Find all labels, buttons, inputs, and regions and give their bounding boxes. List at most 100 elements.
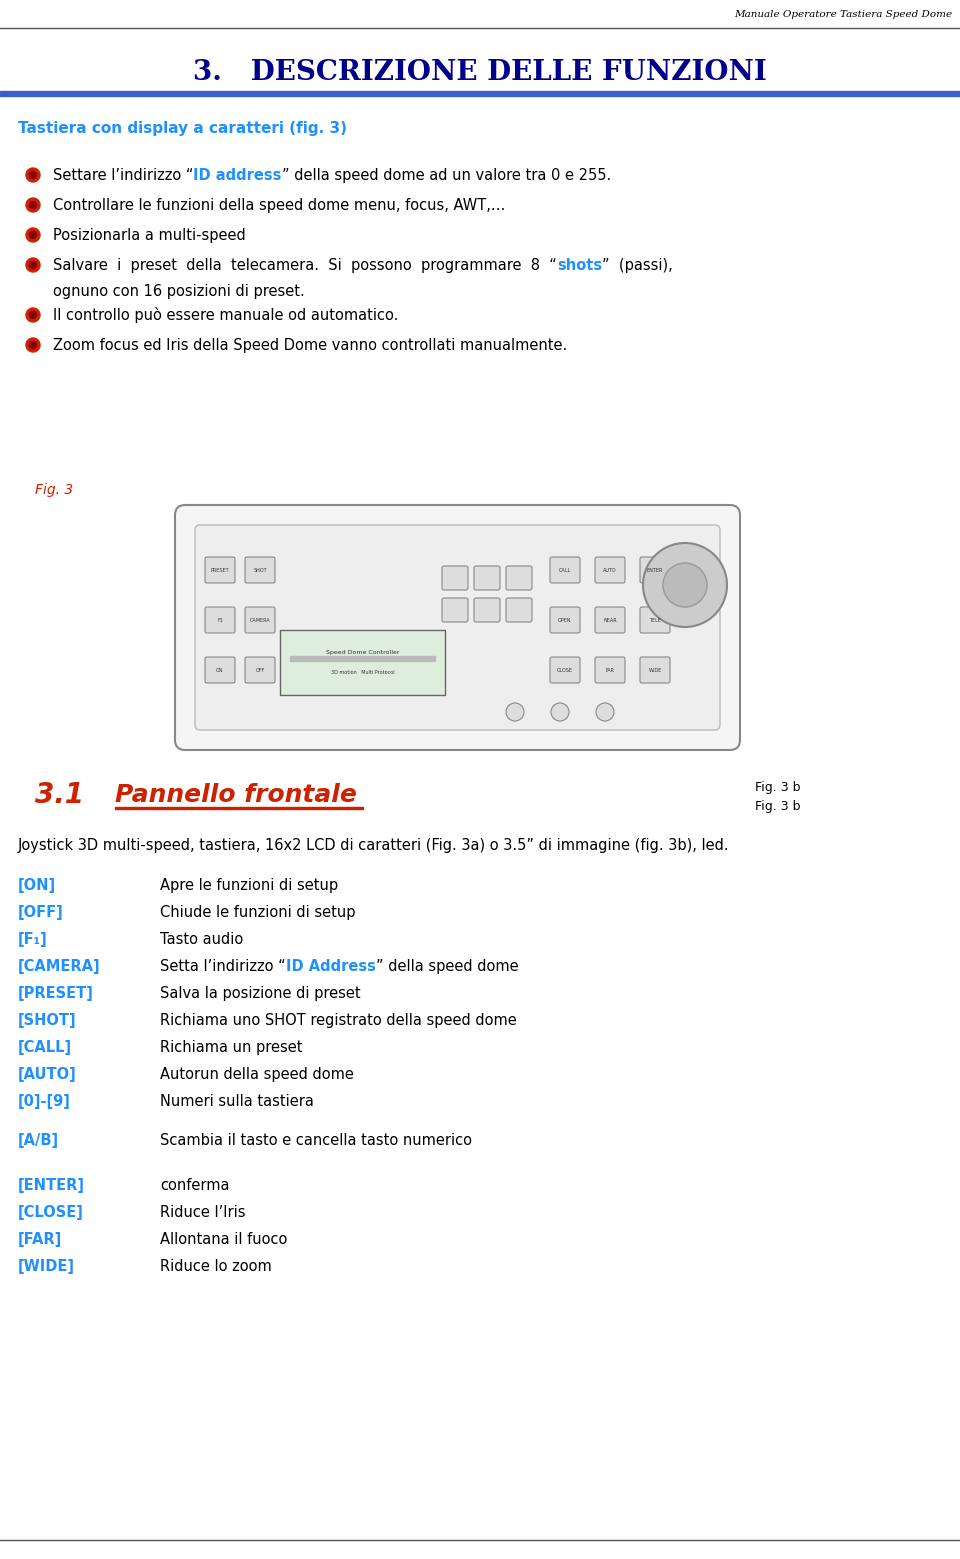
Text: Riduce l’Iris: Riduce l’Iris xyxy=(160,1205,246,1221)
Text: F1: F1 xyxy=(217,617,223,622)
Text: OPEN: OPEN xyxy=(559,617,572,622)
Text: ” della speed dome ad un valore tra 0 e 255.: ” della speed dome ad un valore tra 0 e … xyxy=(281,167,611,182)
FancyBboxPatch shape xyxy=(506,566,532,589)
Text: Setta l’indirizzo “: Setta l’indirizzo “ xyxy=(160,959,286,974)
Text: CLOSE: CLOSE xyxy=(557,667,573,672)
Text: Controllare le funzioni della speed dome menu, focus, AWT,…: Controllare le funzioni della speed dome… xyxy=(53,198,505,212)
Text: WIDE: WIDE xyxy=(648,667,661,672)
Text: Autorun della speed dome: Autorun della speed dome xyxy=(160,1066,354,1082)
Text: NEAR: NEAR xyxy=(603,617,617,622)
FancyBboxPatch shape xyxy=(442,599,468,622)
Circle shape xyxy=(30,262,36,268)
FancyBboxPatch shape xyxy=(595,606,625,633)
Circle shape xyxy=(30,312,36,318)
Text: Pannello frontale: Pannello frontale xyxy=(115,783,357,808)
Text: Apre le funzioni di setup: Apre le funzioni di setup xyxy=(160,878,338,893)
FancyBboxPatch shape xyxy=(550,606,580,633)
Text: AUTO: AUTO xyxy=(603,567,617,572)
Text: conferma: conferma xyxy=(160,1179,229,1193)
Text: [A/B]: [A/B] xyxy=(18,1133,60,1147)
Bar xyxy=(280,630,445,695)
FancyBboxPatch shape xyxy=(550,656,580,683)
Text: [PRESET]: [PRESET] xyxy=(18,985,94,1001)
Circle shape xyxy=(26,198,40,212)
FancyBboxPatch shape xyxy=(506,599,532,622)
Circle shape xyxy=(30,171,36,178)
Text: [F₁]: [F₁] xyxy=(18,932,48,946)
FancyBboxPatch shape xyxy=(550,557,580,583)
Text: [AUTO]: [AUTO] xyxy=(18,1066,77,1082)
Text: [ENTER]: [ENTER] xyxy=(18,1179,85,1193)
Text: Tastiera con display a caratteri (fig. 3): Tastiera con display a caratteri (fig. 3… xyxy=(18,120,347,136)
Text: Salva la posizione di preset: Salva la posizione di preset xyxy=(160,985,361,1001)
Text: ENTER: ENTER xyxy=(647,567,663,572)
Circle shape xyxy=(26,257,40,271)
FancyBboxPatch shape xyxy=(195,525,720,730)
Text: Il controllo può essere manuale od automatico.: Il controllo può essere manuale od autom… xyxy=(53,307,398,323)
Text: CALL: CALL xyxy=(559,567,571,572)
Bar xyxy=(115,808,363,809)
Text: ”  (passi),: ” (passi), xyxy=(602,257,673,273)
Circle shape xyxy=(26,228,40,242)
Text: OFF: OFF xyxy=(255,667,265,672)
Text: [FAR]: [FAR] xyxy=(18,1232,62,1247)
Text: [CALL]: [CALL] xyxy=(18,1040,72,1055)
Text: ognuno con 16 posizioni di preset.: ognuno con 16 posizioni di preset. xyxy=(53,284,304,298)
Text: Settare l’indirizzo “: Settare l’indirizzo “ xyxy=(53,167,193,182)
Text: [OFF]: [OFF] xyxy=(18,906,63,920)
FancyBboxPatch shape xyxy=(442,566,468,589)
Text: Chiude le funzioni di setup: Chiude le funzioni di setup xyxy=(160,906,355,920)
Text: 3.   DESCRIZIONE DELLE FUNZIONI: 3. DESCRIZIONE DELLE FUNZIONI xyxy=(193,59,767,86)
Text: Fig. 3 b: Fig. 3 b xyxy=(755,800,801,812)
Text: Posizionarla a multi-speed: Posizionarla a multi-speed xyxy=(53,228,246,243)
Text: [CAMERA]: [CAMERA] xyxy=(18,959,101,974)
Circle shape xyxy=(26,338,40,352)
Text: ID address: ID address xyxy=(193,167,281,182)
Circle shape xyxy=(506,703,524,720)
Bar xyxy=(0,90,960,97)
Text: Manuale Operatore Tastiera Speed Dome: Manuale Operatore Tastiera Speed Dome xyxy=(733,9,952,19)
Text: Richiama uno SHOT registrato della speed dome: Richiama uno SHOT registrato della speed… xyxy=(160,1013,516,1027)
FancyBboxPatch shape xyxy=(474,566,500,589)
Circle shape xyxy=(551,703,569,720)
Circle shape xyxy=(30,201,36,209)
FancyBboxPatch shape xyxy=(175,505,740,750)
Text: [ON]: [ON] xyxy=(18,878,56,893)
Text: FAR: FAR xyxy=(606,667,614,672)
Text: TELE: TELE xyxy=(649,617,661,622)
Text: Numeri sulla tastiera: Numeri sulla tastiera xyxy=(160,1094,314,1108)
Text: Joystick 3D multi-speed, tastiera, 16x2 LCD di caratteri (Fig. 3a) o 3.5” di imm: Joystick 3D multi-speed, tastiera, 16x2 … xyxy=(18,839,730,853)
Text: Salvare  i  preset  della  telecamera.  Si  possono  programmare  8  “: Salvare i preset della telecamera. Si po… xyxy=(53,257,557,273)
Text: [0]-[9]: [0]-[9] xyxy=(18,1094,71,1108)
Circle shape xyxy=(26,309,40,323)
Text: ID Address: ID Address xyxy=(286,959,375,974)
Text: ON: ON xyxy=(216,667,224,672)
FancyBboxPatch shape xyxy=(595,557,625,583)
Circle shape xyxy=(663,563,707,606)
Bar xyxy=(290,655,435,661)
Text: [CLOSE]: [CLOSE] xyxy=(18,1205,84,1221)
Text: 3D motion   Multi Protocol: 3D motion Multi Protocol xyxy=(330,670,395,675)
Text: Tasto audio: Tasto audio xyxy=(160,932,243,946)
FancyBboxPatch shape xyxy=(474,599,500,622)
FancyBboxPatch shape xyxy=(640,557,670,583)
FancyBboxPatch shape xyxy=(595,656,625,683)
FancyBboxPatch shape xyxy=(245,557,275,583)
FancyBboxPatch shape xyxy=(205,656,235,683)
FancyBboxPatch shape xyxy=(640,606,670,633)
FancyBboxPatch shape xyxy=(205,557,235,583)
Text: SHOT: SHOT xyxy=(253,567,267,572)
Text: shots: shots xyxy=(557,257,602,273)
Text: Allontana il fuoco: Allontana il fuoco xyxy=(160,1232,287,1247)
Text: Fig. 3: Fig. 3 xyxy=(35,483,73,497)
Text: Scambia il tasto e cancella tasto numerico: Scambia il tasto e cancella tasto numeri… xyxy=(160,1133,472,1147)
FancyBboxPatch shape xyxy=(245,656,275,683)
Circle shape xyxy=(596,703,614,720)
Text: Fig. 3 b: Fig. 3 b xyxy=(755,781,801,794)
Text: ” della speed dome: ” della speed dome xyxy=(375,959,518,974)
FancyBboxPatch shape xyxy=(245,606,275,633)
Text: Riduce lo zoom: Riduce lo zoom xyxy=(160,1260,272,1274)
Circle shape xyxy=(30,341,36,349)
Text: Zoom focus ed Iris della Speed Dome vanno controllati manualmente.: Zoom focus ed Iris della Speed Dome vann… xyxy=(53,337,567,352)
Circle shape xyxy=(643,543,727,627)
